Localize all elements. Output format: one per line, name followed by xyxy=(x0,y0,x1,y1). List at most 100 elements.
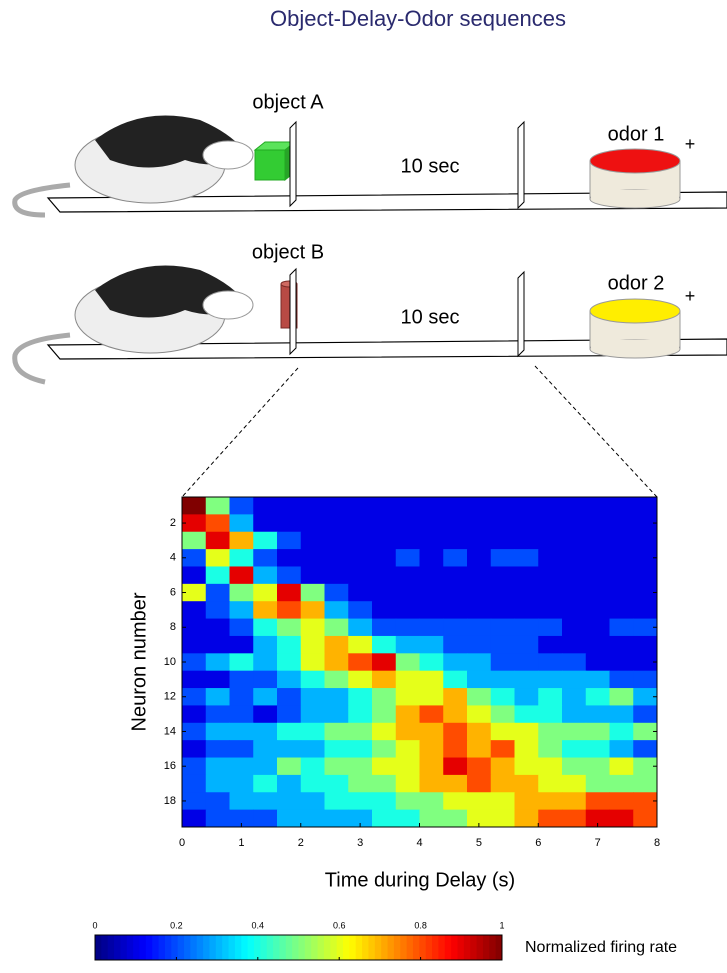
heatmap-cell xyxy=(562,740,587,759)
heatmap-cell xyxy=(253,601,278,620)
door xyxy=(289,120,297,208)
heatmap-cell xyxy=(348,566,373,585)
heatmap-cell xyxy=(609,653,634,672)
colorbar-swatch xyxy=(247,935,255,960)
heatmap-cell xyxy=(490,705,515,724)
heatmap-cell xyxy=(585,514,610,533)
heatmap-cell xyxy=(395,774,420,793)
heatmap-cell xyxy=(205,531,230,550)
heatmap-cell xyxy=(277,601,302,620)
colorbar-swatch xyxy=(139,935,147,960)
heatmap-cell xyxy=(467,757,492,776)
heatmap-cell xyxy=(538,722,563,741)
heatmap-cell xyxy=(300,757,325,776)
heatmap-cell xyxy=(490,566,515,585)
heatmap-cell xyxy=(609,688,634,706)
heatmap-cell xyxy=(514,722,539,741)
heatmap-cell xyxy=(633,549,658,567)
heatmap-cell xyxy=(609,497,634,515)
colorbar-swatch xyxy=(311,935,319,960)
heatmap-cell xyxy=(253,531,278,550)
heatmap-cell xyxy=(395,566,420,585)
heatmap-cell xyxy=(348,722,373,741)
heatmap-cell xyxy=(205,688,230,706)
heatmap-cell xyxy=(395,635,420,654)
x-tick-label: 3 xyxy=(357,837,363,849)
heatmap-cell xyxy=(205,497,230,515)
heatmap-cell xyxy=(253,757,278,776)
heatmap-cell xyxy=(372,497,397,515)
heatmap-cell xyxy=(229,757,254,776)
heatmap-cell xyxy=(205,740,230,759)
heatmap-cell xyxy=(633,705,658,724)
heatmap-cell xyxy=(585,601,610,620)
heatmap-cell xyxy=(182,774,207,793)
heatmap-cell xyxy=(372,531,397,550)
heatmap-cell xyxy=(182,688,207,706)
heatmap-cell xyxy=(562,705,587,724)
heatmap-cell xyxy=(633,497,658,515)
heatmap-cell xyxy=(277,514,302,533)
heatmap-cell xyxy=(277,792,302,811)
colorbar-swatch xyxy=(463,935,471,960)
heatmap-cell xyxy=(514,792,539,811)
heatmap-cell xyxy=(324,740,349,759)
heatmap-cell xyxy=(609,531,634,550)
colorbar-swatch xyxy=(323,935,331,960)
heatmap-cell xyxy=(443,635,468,654)
colorbar-swatch xyxy=(425,935,433,960)
heatmap-cell xyxy=(538,740,563,759)
colorbar-swatch xyxy=(355,935,363,960)
heatmap-cell xyxy=(300,618,325,637)
colorbar-swatch xyxy=(241,935,249,960)
colorbar-swatch xyxy=(381,935,389,960)
heatmap-cell xyxy=(443,531,468,550)
heatmap-cell xyxy=(538,583,563,602)
heatmap-cell xyxy=(562,635,587,654)
heatmap-cell xyxy=(229,497,254,515)
heatmap-cell xyxy=(395,757,420,776)
heatmap-cell xyxy=(562,670,587,689)
reward: + xyxy=(685,134,696,154)
heatmap-cell xyxy=(277,722,302,741)
heatmap-cell xyxy=(348,670,373,689)
delay-label: 10 sec xyxy=(401,306,460,328)
heatmap-cell xyxy=(348,653,373,672)
heatmap-cell xyxy=(205,635,230,654)
zoom-line xyxy=(181,367,299,498)
heatmap-cell xyxy=(443,601,468,620)
heatmap-cell xyxy=(585,722,610,741)
heatmap-cell xyxy=(514,635,539,654)
heatmap-cell xyxy=(514,809,539,828)
colorbar-frame xyxy=(94,934,503,961)
heatmap-cell xyxy=(490,531,515,550)
heatmap-cell xyxy=(229,601,254,620)
heatmap-cell xyxy=(609,583,634,602)
heatmap-cell xyxy=(372,757,397,776)
heatmap-cell xyxy=(372,514,397,533)
heatmap-cell xyxy=(324,601,349,620)
heatmap-cell xyxy=(514,618,539,637)
heatmap-cell xyxy=(253,566,278,585)
heatmap-cell xyxy=(538,531,563,550)
object-label: object A xyxy=(252,91,324,113)
heatmap-cell xyxy=(633,635,658,654)
heatmap-cell xyxy=(585,653,610,672)
y-tick-label: 2 xyxy=(170,517,176,529)
heatmap-cell xyxy=(182,635,207,654)
heatmap-cell xyxy=(538,705,563,724)
colorbar-swatch xyxy=(406,935,414,960)
heatmap-cell xyxy=(585,497,610,515)
heatmap-cell xyxy=(633,740,658,759)
heatmap-cell xyxy=(562,774,587,793)
heatmap-cell xyxy=(443,549,468,567)
heatmap-cell xyxy=(300,792,325,811)
heatmap-cell xyxy=(348,688,373,706)
heatmap-cell xyxy=(514,497,539,515)
heatmap-cell xyxy=(372,601,397,620)
heatmap-cell xyxy=(585,757,610,776)
heatmap-cell xyxy=(324,705,349,724)
heatmap-cell xyxy=(277,688,302,706)
heatmap-cell xyxy=(277,774,302,793)
heatmap-cell xyxy=(633,531,658,550)
